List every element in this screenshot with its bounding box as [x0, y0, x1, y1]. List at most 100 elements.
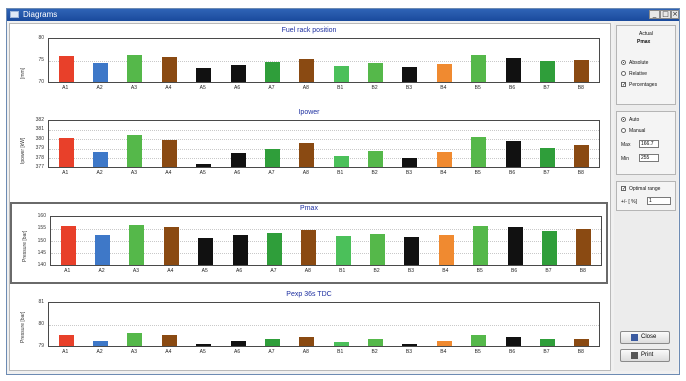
- plot-area: [48, 302, 600, 347]
- bar-A7: [264, 61, 280, 82]
- bar-A6: [230, 64, 246, 82]
- plot-area: [50, 216, 602, 266]
- absolute-label: Absolute: [629, 60, 649, 66]
- max-input[interactable]: 166.7: [639, 140, 659, 148]
- y-tick-label: 145: [37, 249, 46, 256]
- x-tick-label: A8: [302, 349, 309, 355]
- grid-line: [51, 253, 601, 254]
- maximize-button[interactable]: □: [660, 10, 671, 19]
- x-tick-label: A5: [201, 268, 208, 274]
- grid-line: [49, 139, 599, 141]
- tolerance-input[interactable]: 1: [647, 197, 671, 205]
- percentages-checkbox[interactable]: ✓: [621, 82, 627, 88]
- bar-A2: [93, 152, 109, 167]
- bar-B4: [438, 234, 454, 265]
- diagrams-window: Diagrams _ □ × Fuel rack position [mm] 80 7…: [6, 8, 680, 375]
- x-tick-label: A2: [96, 85, 103, 91]
- tolerance-label: +/- [ %]: [621, 199, 637, 205]
- auto-radio[interactable]: [621, 117, 626, 122]
- x-tick-label: A6: [234, 349, 241, 355]
- bar-A8: [301, 229, 317, 265]
- chart-title: Ipower: [298, 109, 320, 116]
- bar-B4: [436, 63, 452, 82]
- x-tick-label: A4: [165, 170, 172, 176]
- bar-A1: [58, 137, 74, 167]
- y-tick-label: 75: [38, 57, 44, 63]
- current-parameter: Pmax: [637, 39, 651, 45]
- y-tick-label: 70: [38, 79, 44, 85]
- x-tick-label: B4: [442, 268, 449, 274]
- x-tick-label: B3: [405, 349, 412, 355]
- x-tick-label: B6: [509, 349, 516, 355]
- actual-label: Actual: [639, 31, 653, 37]
- bar-B2: [368, 151, 384, 167]
- x-tick-label: A5: [199, 85, 206, 91]
- settings-sidebar: Actual Pmax Absolute Relative ✓ Percenta…: [614, 23, 678, 371]
- percentages-label: Percentages: [629, 82, 658, 88]
- x-tick-label: A1: [64, 268, 71, 274]
- x-tick-label: B3: [407, 268, 414, 274]
- x-tick-label: A2: [96, 349, 103, 355]
- x-tick-label: B4: [440, 85, 447, 91]
- bar-A1: [60, 225, 76, 265]
- bar-A6: [230, 153, 246, 167]
- relative-label: Relative: [629, 71, 648, 77]
- bar-B1: [333, 65, 349, 82]
- x-tick-label: A4: [165, 349, 172, 355]
- optimal-range-checkbox[interactable]: ✓: [621, 186, 627, 192]
- y-axis-label: [mm]: [20, 67, 26, 79]
- y-tick-label: 379: [35, 145, 44, 152]
- bar-B1: [333, 342, 349, 346]
- x-tick-label: A7: [270, 268, 277, 274]
- bar-A7: [266, 233, 282, 265]
- x-tick-label: B3: [405, 170, 412, 176]
- minimize-button[interactable]: _: [649, 10, 660, 19]
- bar-B5: [471, 55, 487, 82]
- x-tick-label: B4: [440, 349, 447, 355]
- y-tick-label: 380: [35, 135, 44, 142]
- grid-line: [49, 60, 599, 62]
- x-tick-label: A7: [268, 170, 275, 176]
- bar-B3: [402, 66, 418, 82]
- app-icon: [10, 11, 19, 18]
- x-tick-label: B7: [543, 170, 550, 176]
- x-tick-label: B1: [337, 85, 344, 91]
- min-input[interactable]: 255: [639, 154, 659, 162]
- manual-radio[interactable]: [621, 128, 626, 133]
- bar-A3: [127, 54, 143, 82]
- bar-A5: [196, 67, 212, 82]
- bar-A4: [163, 226, 179, 265]
- x-tick-label: B8: [579, 268, 586, 274]
- title-bar: Diagrams _ □ ×: [7, 9, 679, 21]
- absolute-radio[interactable]: [621, 60, 626, 65]
- relative-radio[interactable]: [621, 71, 626, 76]
- x-tick-label: B1: [339, 268, 346, 274]
- close-window-button[interactable]: ×: [671, 10, 679, 19]
- bar-A8: [299, 337, 315, 346]
- plot-area: [48, 38, 600, 83]
- bar-B8: [574, 59, 590, 82]
- bar-A1: [58, 55, 74, 82]
- bar-B6: [505, 337, 521, 346]
- bar-A5: [196, 164, 212, 167]
- y-tick-label: 80: [38, 35, 44, 41]
- bar-B5: [471, 335, 487, 346]
- print-button-label: Print: [641, 352, 654, 358]
- bar-B2: [370, 234, 386, 265]
- close-button[interactable]: Close: [620, 331, 670, 344]
- bar-B1: [333, 155, 349, 167]
- bar-B1: [335, 236, 351, 265]
- x-tick-label: A1: [62, 85, 69, 91]
- x-tick-label: B5: [476, 268, 483, 274]
- x-tick-label: B5: [474, 170, 481, 176]
- x-tick-label: A2: [96, 170, 103, 176]
- x-tick-label: A6: [236, 268, 243, 274]
- x-tick-label: B1: [337, 170, 344, 176]
- printer-icon: [631, 352, 638, 359]
- bar-A3: [127, 333, 143, 346]
- bar-B8: [574, 338, 590, 346]
- y-tick-label: 377: [35, 164, 44, 170]
- print-button[interactable]: Print: [620, 349, 670, 362]
- bar-A4: [161, 335, 177, 346]
- x-tick-label: B6: [509, 85, 516, 91]
